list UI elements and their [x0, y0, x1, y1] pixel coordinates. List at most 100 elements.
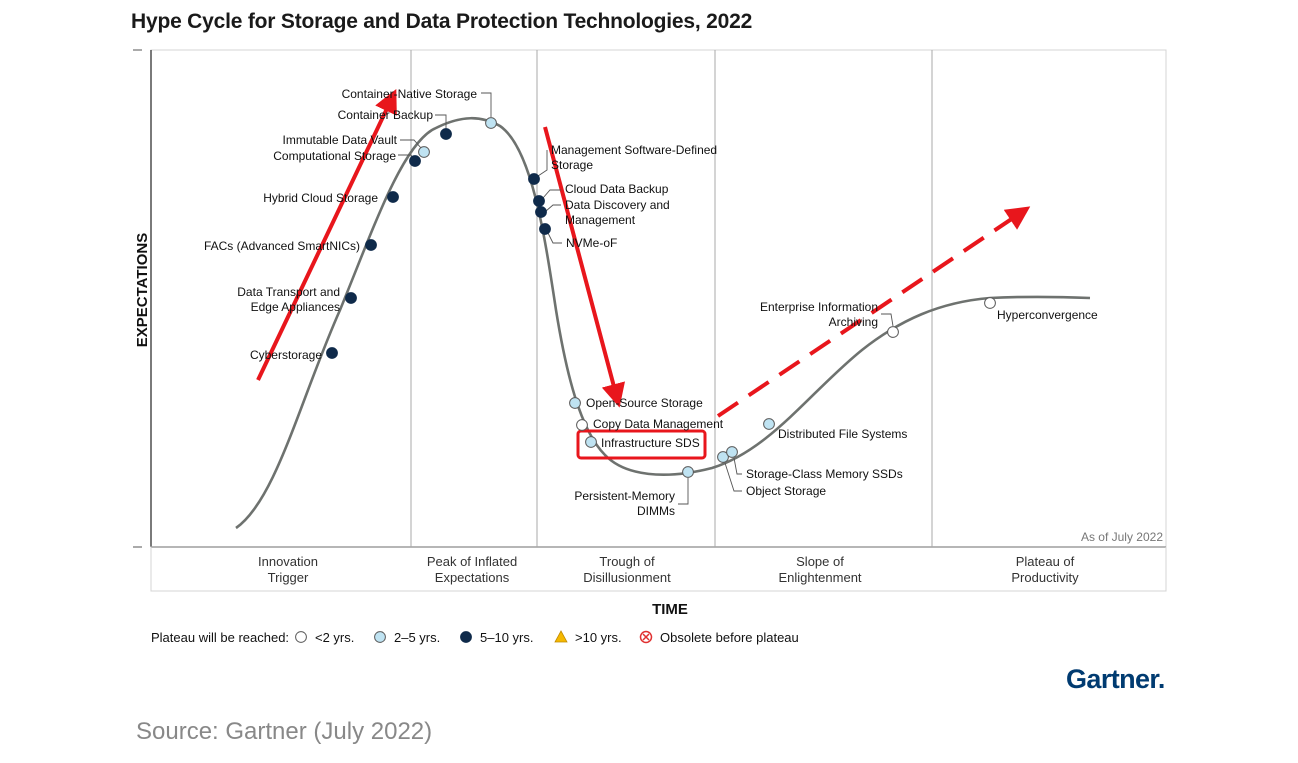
phase-label-2-line-2: Expectations: [435, 570, 510, 585]
label-data-discovery-and-management-line-1: Data Discovery and: [565, 198, 670, 212]
label-open-source-storage: Open-Source Storage: [586, 396, 703, 410]
label-container-backup: Container Backup: [338, 108, 434, 122]
marker-cloud-data-backup: [533, 195, 545, 207]
hype-curve: [235, 116, 1091, 530]
phase-label-3-line-2: Disillusionment: [583, 570, 671, 585]
marker-container-native-storage: [485, 117, 497, 129]
label-immutable-data-vault: Immutable Data Vault: [283, 133, 398, 147]
phase-label-1-line-1: Innovation: [258, 554, 318, 569]
chart-title: Hype Cycle for Storage and Data Protecti…: [131, 10, 753, 33]
phase-label-2-line-1: Peak of Inflated: [427, 554, 517, 569]
tech-container-native-storage: Container-Native Storage: [342, 87, 497, 129]
legend-label-obsolete: Obsolete before plateau: [660, 630, 799, 645]
tech-object-storage: Object Storage: [717, 451, 826, 498]
label-hyperconvergence: Hyperconvergence: [997, 308, 1098, 322]
marker-facs-advanced-smartnics: [365, 239, 377, 251]
marker-management-software-defined-storage: [528, 173, 540, 185]
legend-label-2to5: 2–5 yrs.: [394, 630, 440, 645]
legend-obsolete-icon: [639, 630, 653, 644]
legend-triangle-icon: [554, 630, 568, 643]
leader-line-management-software-defined-storage: [537, 150, 548, 177]
legend-item-10-yrs: >10 yrs.: [554, 630, 622, 645]
tech-nvme-of: NVMe-oF: [539, 223, 617, 250]
phase-label-5-line-2: Productivity: [1011, 570, 1079, 585]
marker-infrastructure-sds: [585, 436, 597, 448]
label-enterprise-information-archiving-line-2: Archiving: [829, 315, 878, 329]
marker-data-discovery-and-management: [535, 206, 547, 218]
legend-label-lt2: <2 yrs.: [315, 630, 354, 645]
tech-distributed-file-systems: Distributed File Systems: [763, 418, 907, 441]
leader-line-persistent-memory-dimms: [678, 478, 689, 505]
legend-marker-lt2: [295, 631, 307, 643]
phase-label-4-line-2: Enlightenment: [778, 570, 861, 585]
marker-open-source-storage: [569, 397, 581, 409]
highlight-box-infrastructure-sds: [576, 429, 707, 460]
phase-label-4-line-1: Slope of: [796, 554, 844, 569]
tech-cyberstorage: Cyberstorage: [250, 347, 338, 362]
marker-immutable-data-vault: [418, 146, 430, 158]
marker-hyperconvergence: [984, 297, 996, 309]
label-cloud-data-backup: Cloud Data Backup: [565, 182, 669, 196]
label-management-software-defined-storage-line-2: Storage: [551, 158, 593, 172]
label-data-discovery-and-management-line-2: Management: [565, 213, 636, 227]
legend-item-2-yrs: <2 yrs.: [295, 630, 354, 645]
marker-copy-data-management: [576, 419, 588, 431]
label-facs-advanced-smartnics: FACs (Advanced SmartNICs): [204, 239, 360, 253]
red-arrow-rising: [256, 88, 397, 381]
legend-marker-5to10: [460, 631, 472, 643]
legend-marker-2to5: [374, 631, 386, 643]
marker-data-transport-and-edge-appliances: [345, 292, 357, 304]
tech-facs-advanced-smartnics: FACs (Advanced SmartNICs): [204, 239, 377, 253]
label-cyberstorage: Cyberstorage: [250, 348, 322, 362]
marker-enterprise-information-archiving: [887, 326, 899, 338]
legend-item-obsolete-before-plateau: Obsolete before plateau: [639, 630, 799, 645]
as-of-label: As of July 2022: [1081, 530, 1163, 544]
leader-line-enterprise-information-archiving: [881, 313, 894, 327]
tech-copy-data-management: Copy Data Management: [576, 417, 724, 431]
marker-nvme-of: [539, 223, 551, 235]
leader-line-storage-class-memory-ssds: [733, 457, 742, 475]
marker-hybrid-cloud-storage: [387, 191, 399, 203]
legend-item-2-5-yrs: 2–5 yrs.: [374, 630, 440, 645]
label-infrastructure-sds: Infrastructure SDS: [601, 436, 700, 450]
leader-line-immutable-data-vault: [400, 139, 422, 149]
marker-object-storage: [717, 451, 729, 463]
marker-storage-class-memory-ssds: [726, 446, 738, 458]
label-management-software-defined-storage-line-1: Management Software-Defined: [551, 143, 717, 157]
phase-label-1-line-2: Trigger: [268, 570, 309, 585]
legend: Plateau will be reached: <2 yrs. 2–5 yrs. 5…: [151, 630, 799, 645]
label-copy-data-management: Copy Data Management: [593, 417, 724, 431]
label-container-native-storage: Container-Native Storage: [342, 87, 478, 101]
label-hybrid-cloud-storage: Hybrid Cloud Storage: [263, 191, 378, 205]
label-object-storage: Object Storage: [746, 484, 826, 498]
tech-container-backup: Container Backup: [338, 108, 452, 140]
tech-open-source-storage: Open-Source Storage: [569, 396, 703, 410]
label-data-transport-and-edge-appliances-line-1: Data Transport and: [237, 285, 340, 299]
label-data-transport-and-edge-appliances-line-2: Edge Appliances: [251, 300, 340, 314]
tech-hybrid-cloud-storage: Hybrid Cloud Storage: [263, 191, 399, 205]
marker-distributed-file-systems: [763, 418, 775, 430]
legend-label-gt10: >10 yrs.: [575, 630, 622, 645]
label-persistent-memory-dimms-line-2: DIMMs: [637, 504, 675, 518]
leader-line-container-native-storage: [481, 92, 492, 117]
tech-computational-storage: Computational Storage: [273, 149, 421, 167]
phase-band: [150, 546, 1167, 592]
red-arrow-falling: [543, 126, 626, 408]
phase-label-3-line-1: Trough of: [599, 554, 655, 569]
tech-hyperconvergence: Hyperconvergence: [984, 297, 1098, 322]
leader-line-nvme-of: [547, 232, 562, 244]
legend-item-5-10-yrs: 5–10 yrs.: [460, 630, 533, 645]
marker-cyberstorage: [326, 347, 338, 359]
legend-prefix: Plateau will be reached:: [151, 630, 289, 645]
tech-storage-class-memory-ssds: Storage-Class Memory SSDs: [726, 446, 903, 481]
leader-line-data-discovery-and-management: [545, 204, 561, 212]
leader-line-object-storage: [724, 462, 742, 492]
marker-container-backup: [440, 128, 452, 140]
label-computational-storage: Computational Storage: [273, 149, 396, 163]
label-storage-class-memory-ssds: Storage-Class Memory SSDs: [746, 467, 903, 481]
leader-line-container-backup: [435, 114, 447, 129]
